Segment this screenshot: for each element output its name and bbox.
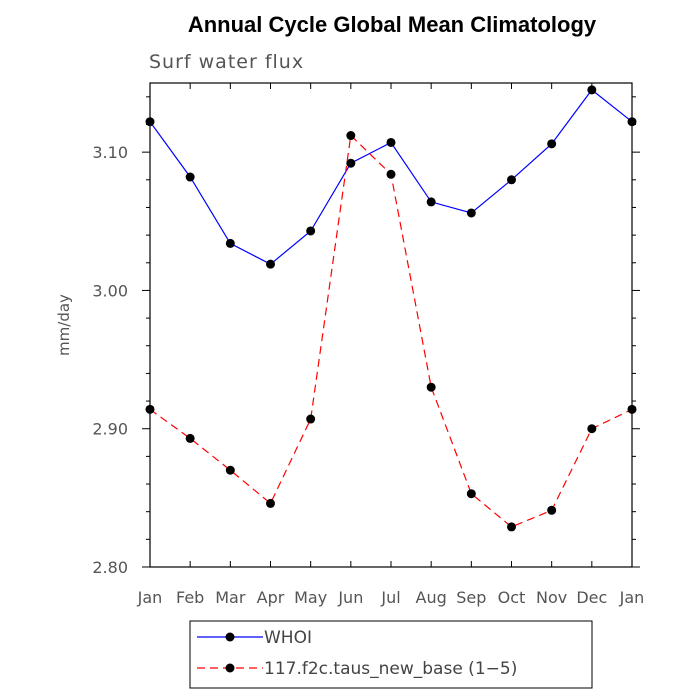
data-point [547, 139, 557, 149]
data-point [346, 131, 356, 141]
data-point [225, 465, 235, 475]
data-point [185, 433, 195, 443]
y-tick-label: 2.90 [92, 420, 128, 439]
x-tick-label: Sep [456, 588, 486, 607]
y-axis-label: mm/day [55, 294, 73, 356]
legend-items: WHOI 117.f2c.taus_new_base (1−5) [197, 628, 517, 679]
chart-title: Annual Cycle Global Mean Climatology [188, 12, 597, 37]
data-point [426, 382, 436, 392]
data-point [346, 158, 356, 168]
y-tick-label: 2.80 [92, 558, 128, 577]
data-point [507, 522, 516, 532]
legend-marker [225, 632, 235, 642]
data-point [466, 208, 476, 218]
legend [189, 620, 593, 689]
series-layer [145, 85, 637, 532]
series-line-2 [149, 134, 633, 528]
legend-label-2: 117.f2c.taus_new_base (1−5) [264, 659, 517, 679]
data-point [225, 238, 235, 248]
data-point [627, 404, 637, 414]
data-point [466, 489, 476, 499]
y-tick-label: 3.00 [92, 281, 128, 300]
x-tick-label: Oct [498, 588, 526, 607]
legend-marker [225, 663, 235, 673]
data-point [266, 259, 275, 269]
axis-ticks [142, 83, 640, 568]
data-point [547, 505, 557, 515]
x-tick-label: Apr [257, 588, 285, 607]
legend-label-1: WHOI [264, 628, 312, 648]
data-point [587, 85, 597, 95]
x-tick-label: Jan [619, 588, 645, 607]
x-tick-label: Feb [176, 588, 204, 607]
data-point [185, 172, 195, 182]
data-point [386, 169, 396, 179]
x-tick-label: Mar [215, 588, 246, 607]
data-point [426, 197, 436, 207]
data-point [306, 226, 316, 236]
y-tick-label: 3.10 [92, 143, 128, 162]
data-point [507, 175, 516, 185]
data-point [627, 117, 637, 127]
data-point [145, 404, 155, 414]
x-tick-label: Jul [380, 588, 400, 607]
data-point [306, 414, 316, 424]
data-point [266, 498, 275, 508]
x-tick-label: Dec [576, 588, 607, 607]
data-point [386, 137, 396, 147]
x-tick-label: Jun [337, 588, 363, 607]
x-tick-label: Aug [416, 588, 447, 607]
data-point [587, 424, 597, 434]
x-tick-label: Jan [137, 588, 163, 607]
axis-tick-labels: Jan Feb Mar Apr May Jun Jul Aug Sep Oct Nov Dec Jan 2… [92, 143, 644, 607]
chart-subtitle: Surf water flux [149, 51, 304, 73]
x-tick-label: May [294, 588, 327, 607]
x-tick-label: Nov [536, 588, 567, 607]
data-point [145, 117, 155, 127]
